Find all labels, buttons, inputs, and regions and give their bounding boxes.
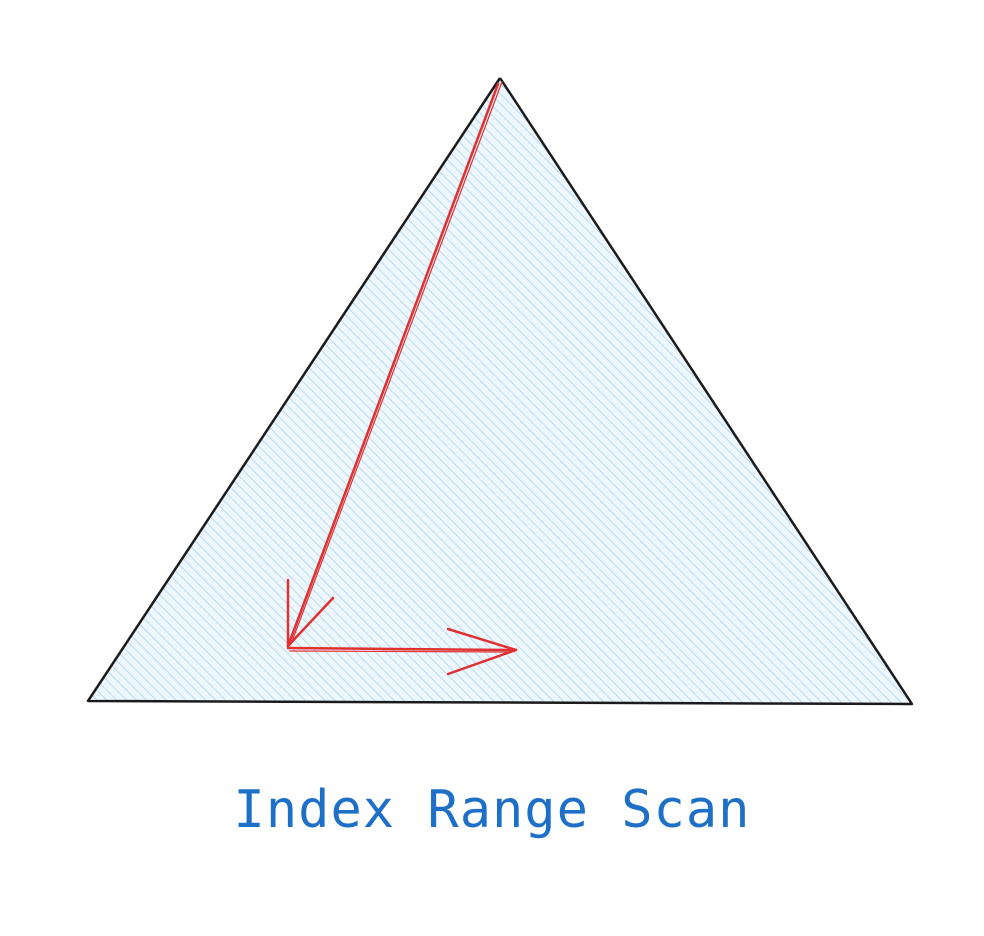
scan-arrow-shaft bbox=[286, 646, 518, 652]
index-tree-triangle bbox=[86, 77, 914, 706]
arrow-right-icon bbox=[286, 627, 518, 676]
triangle-outline bbox=[86, 77, 914, 706]
descent-arrow-head bbox=[286, 578, 335, 648]
scan-arrow-head bbox=[446, 627, 518, 676]
descent-arrow-shaft-sketch bbox=[290, 81, 503, 645]
descent-arrow-shaft bbox=[286, 82, 500, 648]
diagram-caption: Index Range Scan bbox=[233, 780, 751, 840]
triangle-hatch bbox=[88, 78, 912, 704]
arrow-down-left-icon bbox=[286, 81, 503, 648]
scan-arrow-shaft-sketch bbox=[289, 650, 513, 653]
